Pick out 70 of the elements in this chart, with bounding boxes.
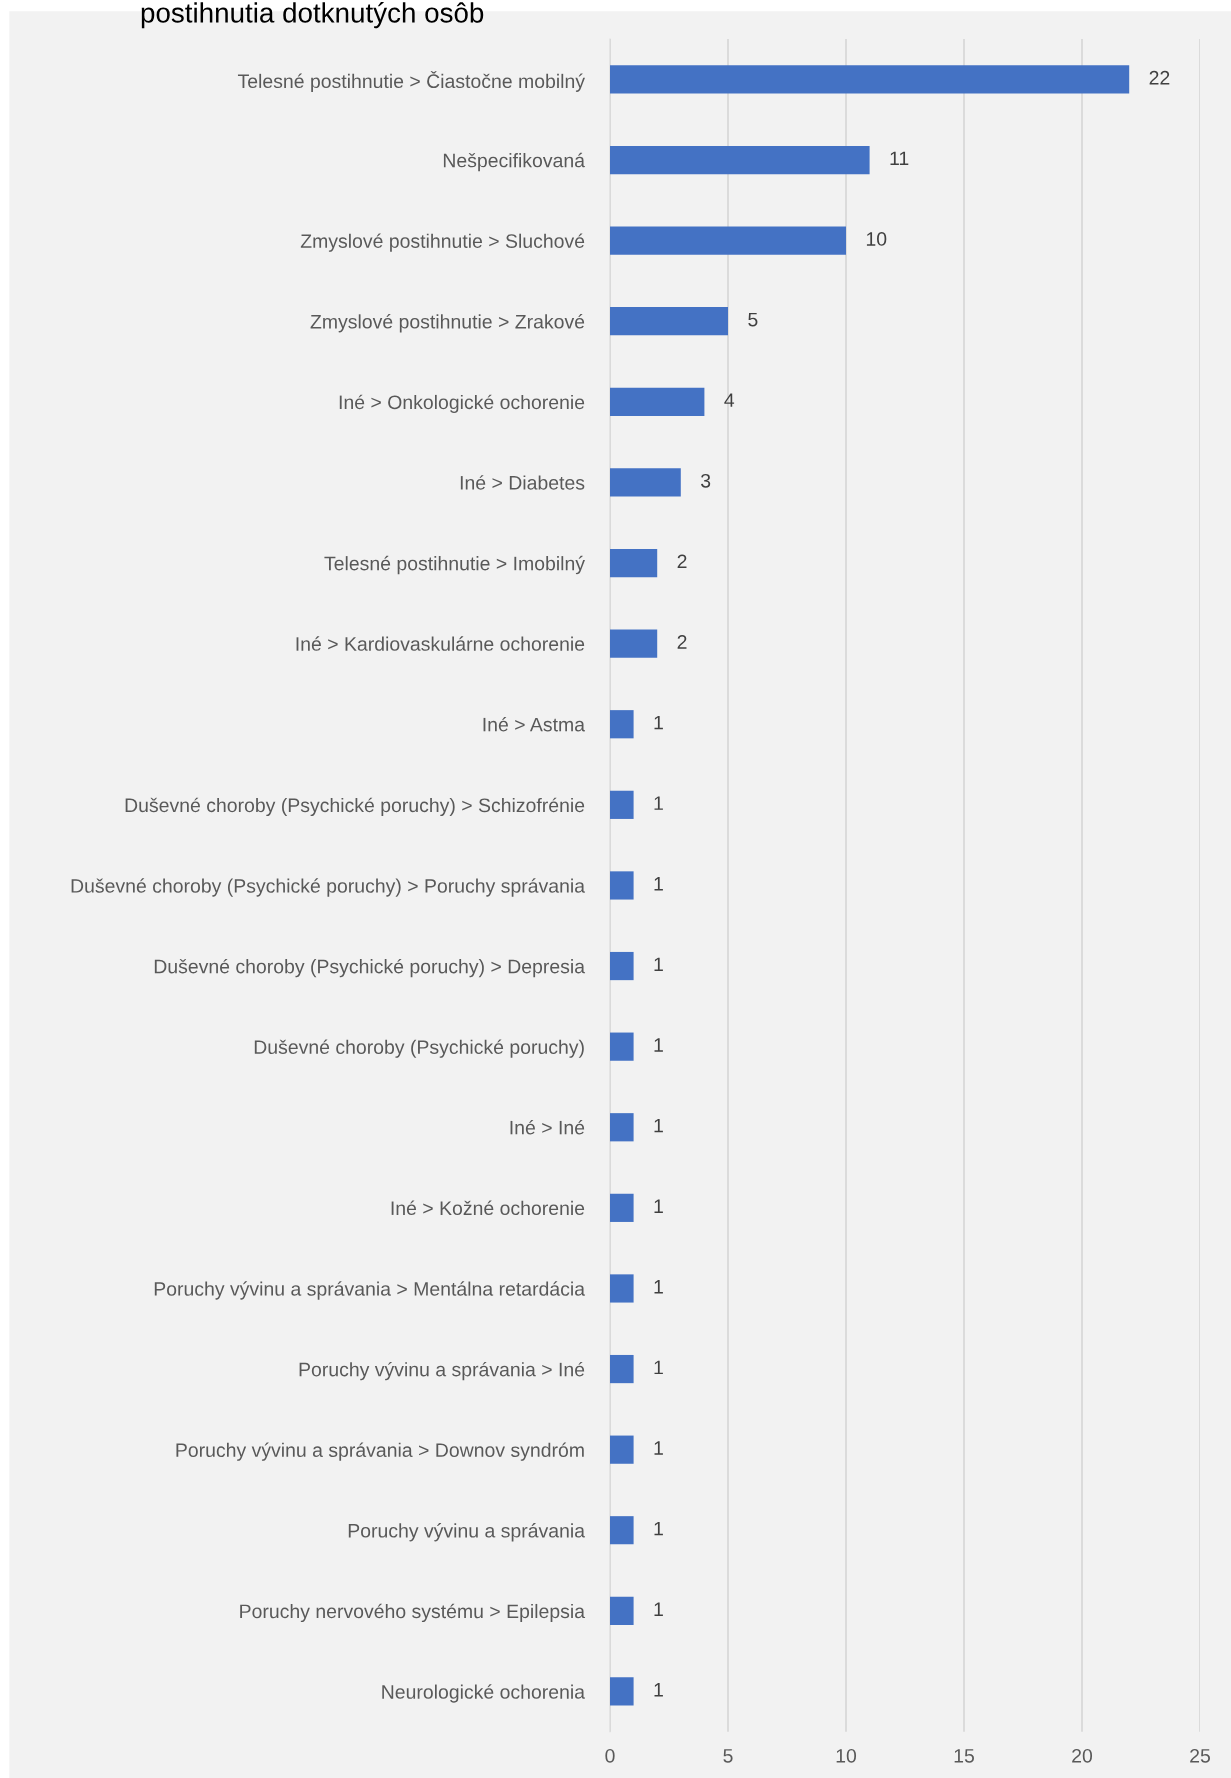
- data-label: 3: [700, 473, 711, 488]
- y-tick-label: Telesné postihnutie > Čiastočne mobilný: [237, 70, 585, 92]
- bar: [610, 710, 634, 739]
- text: postihnutia dotknutých osôb: [141, 2, 484, 29]
- data-label: 10: [866, 232, 887, 246]
- bar: [610, 1354, 634, 1384]
- y-tick-label: Zmyslové postihnutie > Zrakové: [310, 314, 585, 333]
- y-tick-label: Poruchy vývinu a správania: [348, 1523, 586, 1542]
- data-label: 4: [724, 393, 735, 407]
- bar: [610, 1274, 634, 1303]
- y-tick-label: Iné > Iné: [510, 1119, 585, 1135]
- y-tick-label: Duševné choroby (Psychické poruchy) > Schizofrénie: [125, 797, 585, 817]
- bar: [610, 1113, 634, 1142]
- data-label: 2: [677, 554, 687, 569]
- bar: [610, 1435, 634, 1464]
- y-tick-label: Zmyslové postihnutie > Sluchové: [300, 233, 585, 252]
- y-tick-label: Nešpecifikovaná: [443, 152, 586, 172]
- x-tick-label: 20: [1072, 1748, 1093, 1763]
- y-tick-label: Duševné choroby (Psychické poruchy): [254, 1039, 584, 1058]
- bar: [610, 387, 705, 416]
- data-label: 2: [677, 635, 687, 649]
- y-tick-label: Poruchy vývinu a správania > Iné: [299, 1361, 585, 1381]
- bar: [610, 1596, 634, 1625]
- data-label: 5: [748, 312, 758, 327]
- data-label: 1: [654, 877, 663, 891]
- data-label: 1: [654, 957, 663, 972]
- data-label: 1: [654, 1441, 663, 1455]
- bar: [610, 1193, 634, 1222]
- x-tick-label: 10: [836, 1748, 857, 1763]
- y-tick-label: Duševné choroby (Psychické poruchy) > Depresia: [154, 958, 586, 978]
- data-label: 1: [654, 1521, 663, 1536]
- bar: [610, 790, 634, 819]
- y-tick-label: Iné > Kardiovaskulárne ochorenie: [296, 636, 585, 651]
- data-label: 1: [654, 1360, 663, 1375]
- x-tick-label: 0: [605, 1748, 615, 1763]
- data-label: 1: [654, 1118, 663, 1133]
- y-tick-label: Iné > Astma: [483, 716, 585, 732]
- data-label: 1: [654, 1199, 663, 1213]
- bar: [610, 1677, 634, 1706]
- bar: [610, 1516, 634, 1545]
- data-label: 1: [654, 1038, 663, 1052]
- data-label: 1: [654, 715, 663, 730]
- bar: [610, 1032, 634, 1061]
- bar: [610, 629, 658, 658]
- data-label: 22: [1149, 70, 1170, 85]
- bar: [610, 65, 1130, 94]
- data-label: 11: [890, 151, 909, 166]
- y-tick-label: Duševné choroby (Psychické poruchy) > Poruchy správania: [71, 878, 586, 897]
- data-label: 1: [654, 796, 663, 810]
- bar: [610, 145, 870, 175]
- y-tick-label: Telesné postihnutie > Imobilný: [324, 555, 585, 575]
- data-label: 1: [654, 1280, 663, 1294]
- bar: [610, 226, 846, 255]
- bar: [610, 468, 681, 497]
- y-tick-label: Poruchy vývinu a správania > Mentálna retardácia: [154, 1281, 586, 1300]
- bar: [610, 951, 634, 981]
- y-tick-label: Iné > Kožné ochorenie: [391, 1200, 585, 1216]
- data-label: 1: [654, 1602, 663, 1616]
- y-tick-label: Neurologické ochorenia: [382, 1684, 586, 1703]
- x-tick-label: 25: [1190, 1748, 1210, 1763]
- data-label: 1: [654, 1683, 663, 1697]
- y-tick-label: Iné > Onkologické ochorenie: [339, 394, 585, 414]
- x-tick-label: 5: [723, 1749, 733, 1763]
- y-tick-label: Poruchy vývinu a správania > Downov syndróm: [176, 1442, 584, 1461]
- bar: [610, 307, 728, 336]
- y-tick-label: Iné > Diabetes: [460, 475, 585, 490]
- bar: [610, 548, 658, 578]
- x-tick-label: 15: [954, 1749, 974, 1763]
- y-tick-label: Poruchy nervového systému > Epilepsia: [240, 1603, 586, 1623]
- bar: [610, 871, 634, 900]
